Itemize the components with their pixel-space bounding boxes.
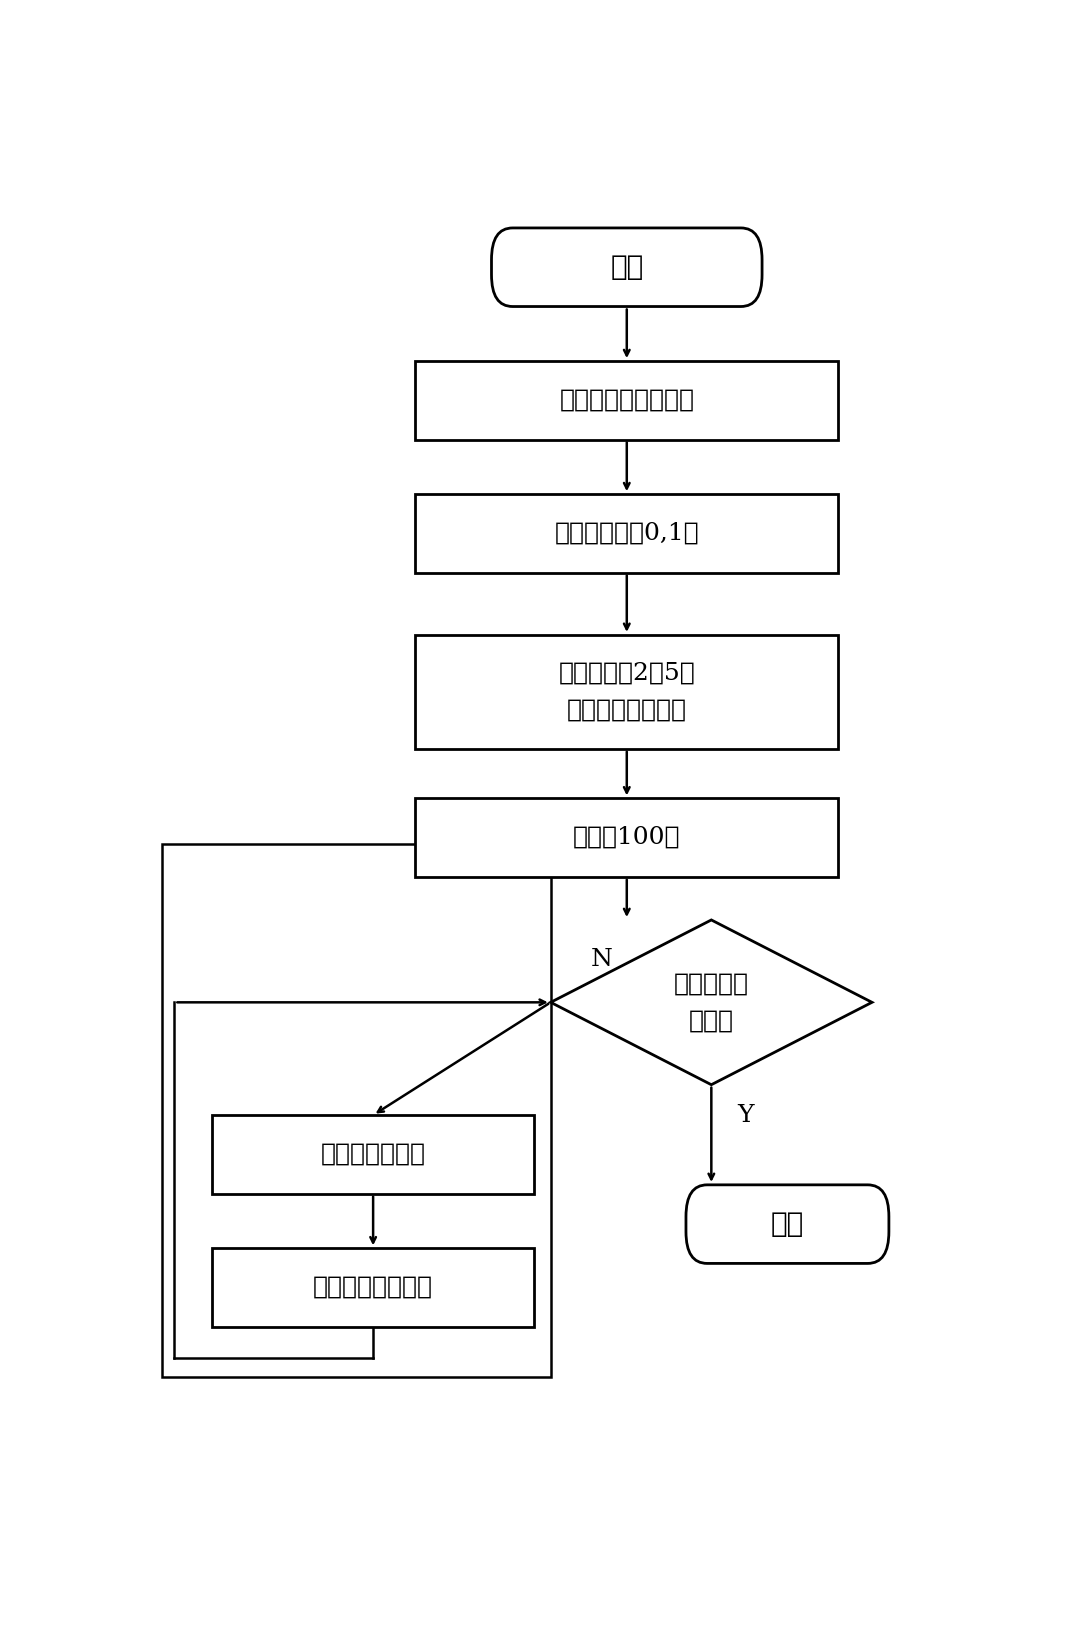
Bar <box>416 360 838 439</box>
Text: 密鑰値转为（0,1）: 密鑰値转为（0,1） <box>554 522 699 545</box>
Bar <box>416 635 838 749</box>
Bar <box>213 1248 533 1327</box>
Polygon shape <box>551 920 872 1085</box>
Text: 预迭代100次: 预迭代100次 <box>573 826 681 849</box>
Text: 结束: 结束 <box>771 1210 804 1238</box>
Text: 加密队列是
否为空: 加密队列是 否为空 <box>674 973 748 1032</box>
Text: N: N <box>590 948 612 971</box>
Bar <box>213 1114 533 1193</box>
FancyBboxPatch shape <box>686 1185 889 1264</box>
Text: 生成四个一次性密鑰: 生成四个一次性密鑰 <box>560 388 694 412</box>
Bar <box>416 798 838 877</box>
Text: 迭代生成新序列: 迭代生成新序列 <box>321 1142 425 1165</box>
Bar <box>161 844 551 1378</box>
Text: 四路异或明文加密: 四路异或明文加密 <box>313 1276 433 1299</box>
Text: 四个密鑰第2到5个
字节与主密鑰异或: 四个密鑰第2到5个 字节与主密鑰异或 <box>559 662 695 723</box>
Bar <box>416 494 838 573</box>
Text: 开始: 开始 <box>610 253 644 281</box>
FancyBboxPatch shape <box>491 227 762 306</box>
Text: Y: Y <box>736 1104 754 1128</box>
